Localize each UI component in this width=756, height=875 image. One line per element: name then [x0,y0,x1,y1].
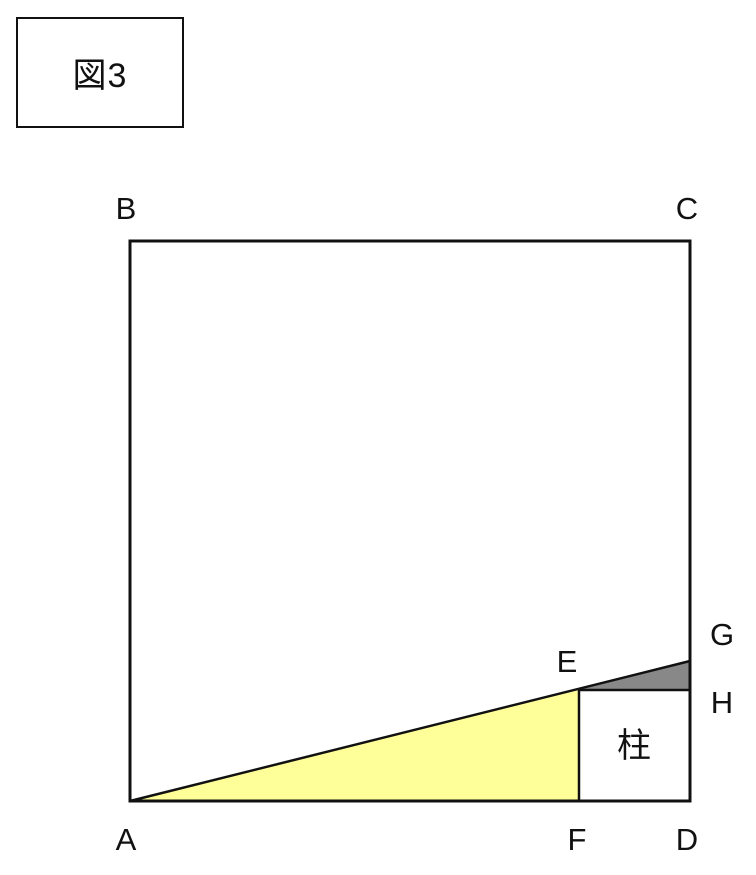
square-abcd [128,239,692,803]
label-e: E [557,644,578,679]
label-a: A [116,822,137,857]
label-f: F [568,822,587,857]
pillar-label: 柱 [617,726,651,766]
figure-label: 図3 [72,57,128,95]
label-h: H [711,685,733,720]
label-b: B [116,191,137,226]
label-c: C [676,191,698,226]
line-ag [129,659,691,803]
figure-label-box: 図3 [16,17,184,128]
label-g: G [710,617,734,652]
label-d: D [676,822,698,857]
